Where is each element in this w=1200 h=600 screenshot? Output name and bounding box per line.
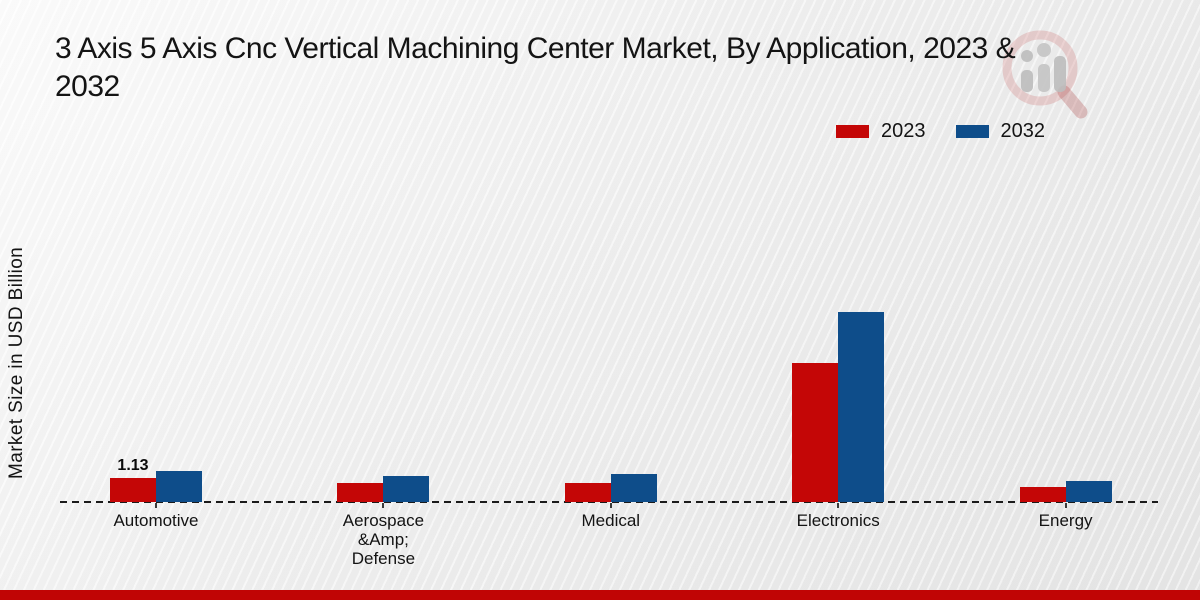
x-axis-category-label: Energy <box>1038 511 1093 530</box>
x-axis-baseline <box>60 501 1158 503</box>
x-axis-tick <box>155 503 157 508</box>
x-axis-category-label: Medical <box>581 511 641 530</box>
bar-2023-aerospace <box>337 483 384 502</box>
legend-label-2032: 2032 <box>1000 120 1046 142</box>
bar-value-label: 1.13 <box>117 457 149 474</box>
magnifier-bars-watermark-icon <box>1002 30 1088 119</box>
bar-2032-medical <box>610 474 657 502</box>
bar-2032-automotive <box>156 471 202 502</box>
x-axis-category-label: Automotive <box>113 511 199 530</box>
chart-title: 3 Axis 5 Axis Cnc Vertical Machining Cen… <box>55 32 1016 104</box>
footer-accent-band <box>0 590 1200 600</box>
y-axis-label: Market Size in USD Billion <box>6 246 27 479</box>
legend-swatch-2032 <box>955 125 989 138</box>
bar-2023-electronics <box>792 363 839 502</box>
x-axis-tick <box>837 503 840 508</box>
bar-2023-automotive <box>110 478 156 502</box>
bar-2032-energy <box>1065 481 1112 502</box>
x-axis-category-label: Aerospace &Amp; Defense <box>342 511 425 568</box>
bar-2023-medical <box>564 483 611 502</box>
bar-2023-energy <box>1019 487 1066 502</box>
legend-item-2023: 2023 <box>836 120 926 143</box>
legend-item-2032: 2032 <box>955 120 1046 143</box>
legend-label-2023: 2023 <box>881 120 926 142</box>
x-axis-category-label: Electronics <box>796 511 880 530</box>
x-axis-tick <box>382 503 385 508</box>
legend-swatch-2023 <box>836 125 869 138</box>
x-axis-tick <box>609 503 612 508</box>
bar-2032-electronics <box>838 312 885 502</box>
x-axis-tick <box>1064 503 1067 508</box>
legend: 2023 2032 <box>836 120 1045 143</box>
bar-2032-aerospace <box>383 476 430 502</box>
